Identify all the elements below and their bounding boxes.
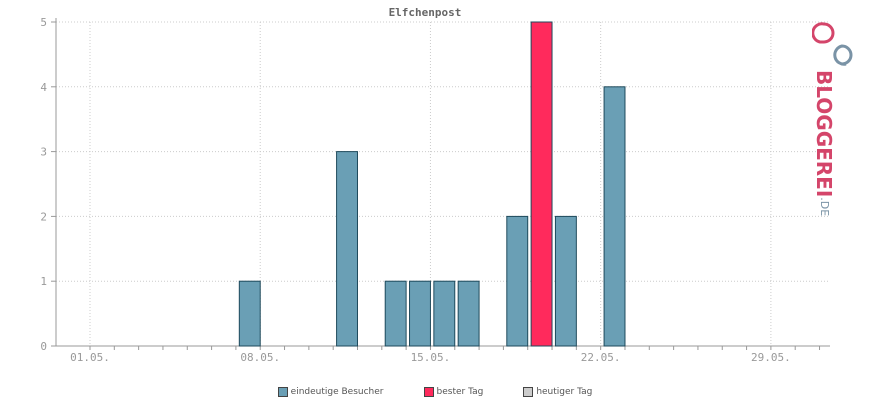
y-tick-label: 4 [40, 81, 47, 94]
y-tick-label: 0 [40, 340, 47, 353]
x-tick-label: 15.05. [411, 351, 451, 364]
legend-label: eindeutige Besucher [290, 387, 384, 397]
bar [554, 215, 577, 347]
legend-swatch [523, 387, 534, 397]
x-tick-label: 08.05. [240, 351, 280, 364]
y-tick-label: 3 [40, 146, 47, 159]
bar [603, 86, 626, 347]
bar [409, 280, 431, 347]
brand-logo: BLOGGEREI.DE [812, 70, 836, 217]
x-tick-label: 29.05. [751, 351, 791, 364]
gridlines [56, 21, 830, 346]
legend-item: heutiger Tag [523, 385, 592, 399]
legend-label: bester Tag [436, 387, 484, 397]
bar [530, 21, 553, 347]
legend-item: bester Tag [423, 385, 484, 399]
chart-title: Elfchenpost [389, 6, 462, 19]
tick-labels: 0 1 2 3 4 5 01.05. 08.05. 15.05. 22.05. 29.05. [40, 16, 790, 364]
bar [336, 151, 358, 347]
y-tick-label: 1 [40, 275, 47, 288]
bar [433, 280, 456, 347]
logo-icon [812, 22, 853, 66]
x-tick-label: 01.05. [70, 351, 110, 364]
bar [457, 280, 480, 347]
bar [384, 280, 407, 347]
brand-name: BLOGGEREI [812, 70, 836, 198]
brand-tld: .DE [818, 197, 831, 217]
y-tick-label: 5 [40, 16, 47, 29]
legend-swatch [423, 387, 434, 397]
bar [238, 280, 261, 347]
legend-label: heutiger Tag [536, 387, 593, 397]
legend-swatch [277, 387, 288, 397]
bars [238, 21, 626, 347]
bar [506, 215, 529, 347]
x-tick-label: 22.05. [581, 351, 621, 364]
legend-item: eindeutige Besucher [277, 385, 384, 399]
y-tick-label: 2 [40, 210, 47, 223]
legend: eindeutige Besucher bester Tag heutiger Ta… [0, 385, 870, 399]
